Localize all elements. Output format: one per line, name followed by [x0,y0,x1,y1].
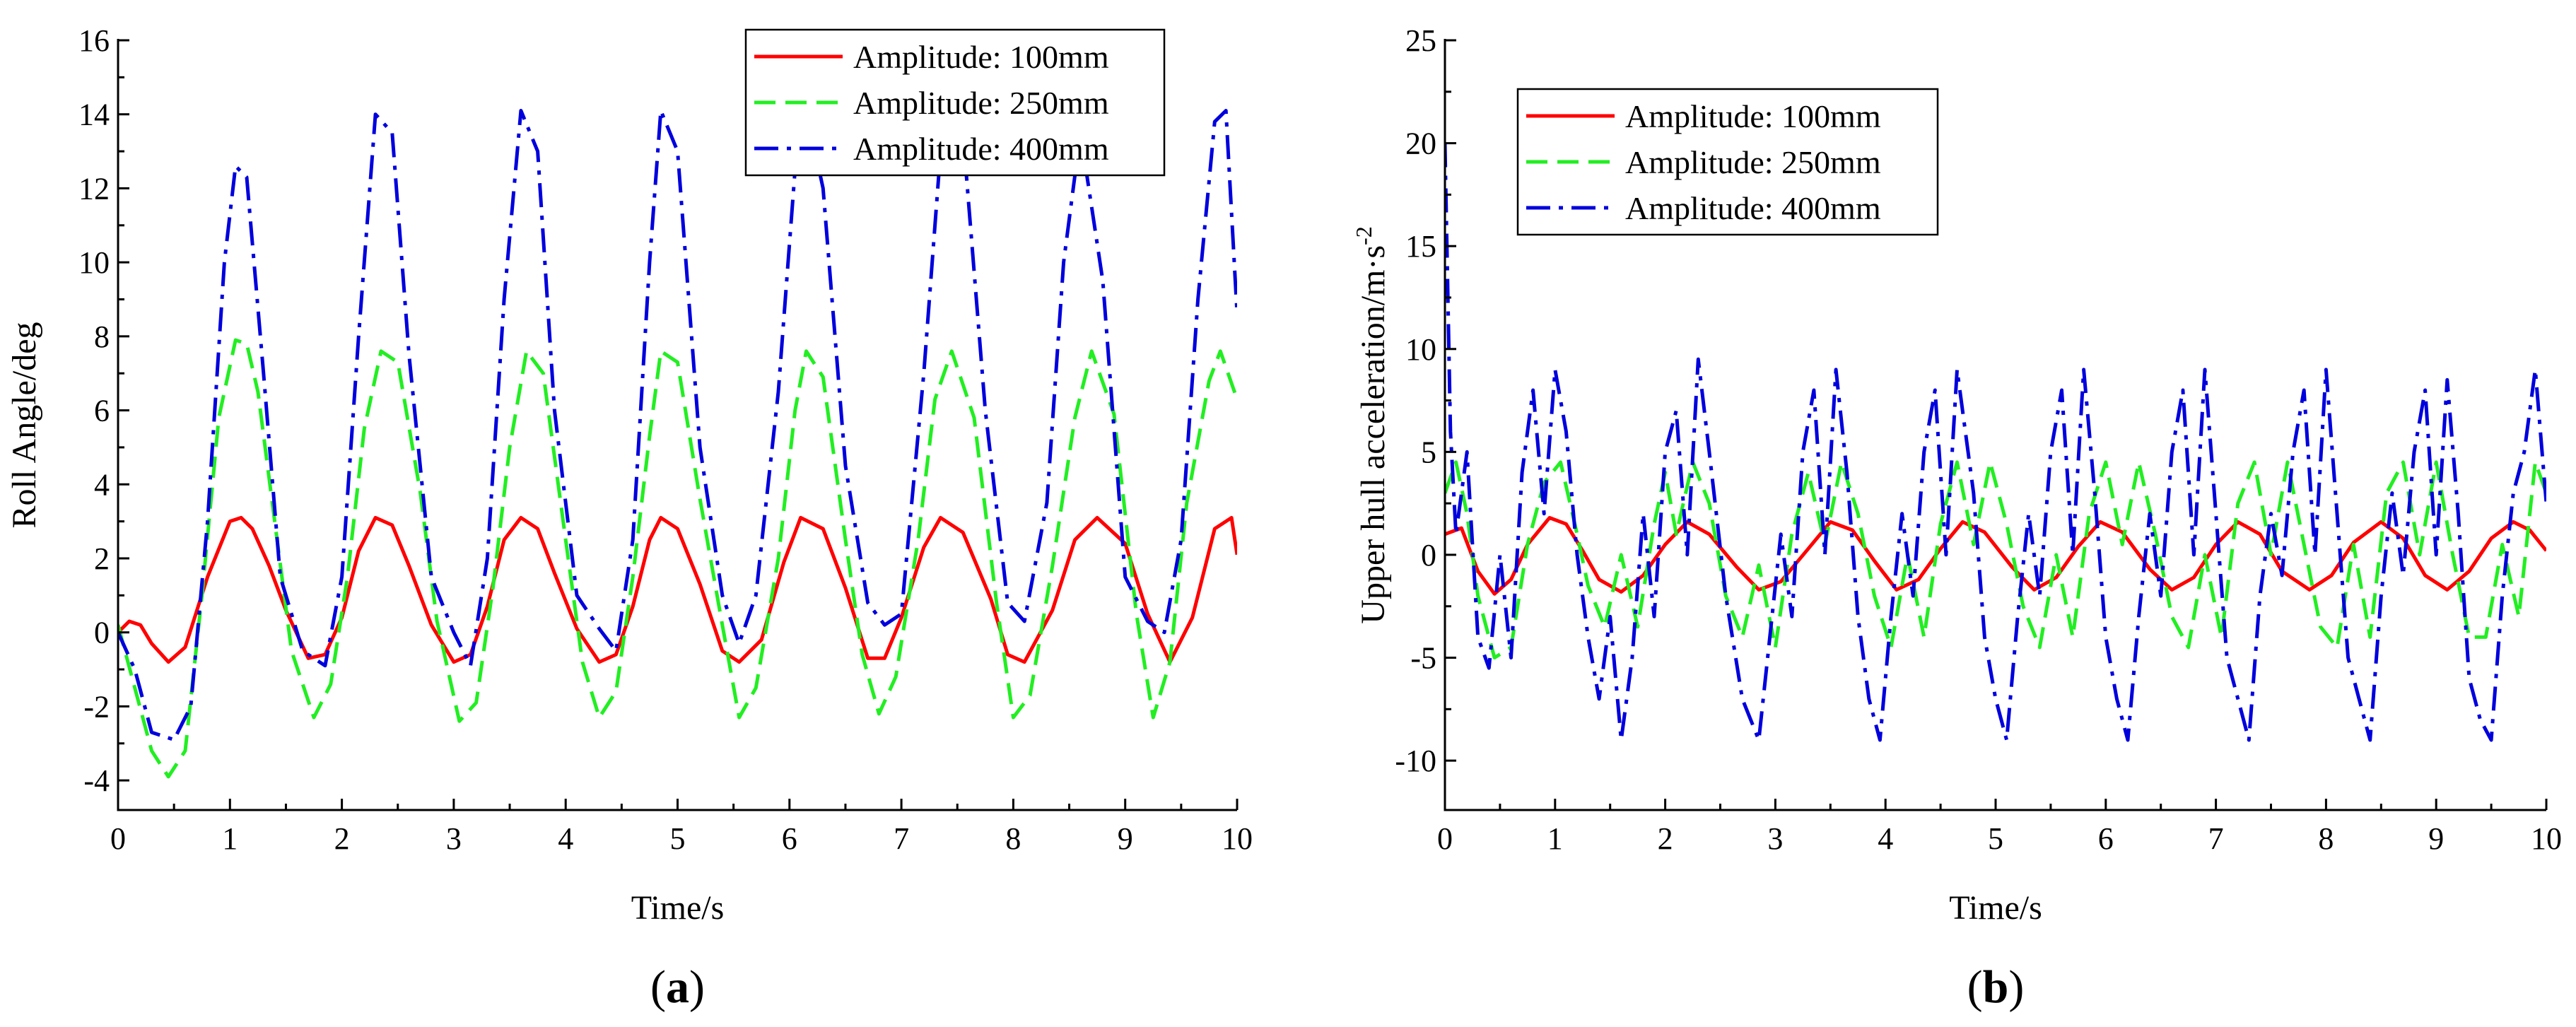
x-tick-label: 5 [1988,821,2003,856]
y-tick-label: 15 [1405,229,1436,264]
x-tick-label: 1 [1547,821,1563,856]
chart-panel-a: 0 1 2 3 4 5 6 7 8 9 10-4-20246810121416Time/sRoll … [6,23,1253,1013]
y-tick-label: -4 [83,763,110,798]
y-tick-label: -2 [83,689,110,724]
x-tick-label: 3 [1767,821,1783,856]
y-tick-label: -5 [1410,641,1436,676]
y-tick-label: 2 [94,541,110,576]
y-tick-label: 20 [1405,127,1436,161]
y-tick-label: -10 [1395,744,1436,778]
legend-label-3: Amplitude: 400mm [853,131,1109,167]
x-tick-label: 5 [670,821,686,856]
x-tick-label: 8 [2318,821,2334,856]
legend-label-2: Amplitude: 250mm [853,85,1109,121]
y-axis-label-text: Roll Angle/deg [6,322,43,529]
y-axis-label: Upper hull acceleration/m·s-2 [1351,226,1392,623]
legend-label-1: Amplitude: 100mm [853,39,1109,75]
panel-label-letter: b [1983,961,2009,1013]
x-tick-label: 7 [2208,821,2224,856]
x-tick-label: 9 [1118,821,1133,856]
x-tick-label: 8 [1005,821,1021,856]
x-tick-label: 9 [2428,821,2444,856]
x-tick-label: 6 [782,821,797,856]
legend-label-1: Amplitude: 100mm [1625,98,1881,134]
y-tick-label: 16 [78,23,110,58]
x-axis-label: Time/s [1949,889,2042,927]
y-tick-label: 4 [94,467,110,502]
y-tick-label: 25 [1405,23,1436,58]
legend: Amplitude: 100mm Amplitude: 250mm Amplitud… [1516,88,1939,236]
panel-label: (a) [650,961,705,1013]
series-line-2 [118,338,1237,779]
x-tick-label: 2 [334,821,350,856]
y-axis-label: Roll Angle/deg [6,322,43,529]
x-tick-label: 4 [1878,821,1893,856]
legend-box [744,28,1166,177]
y-axis-label-text: Upper hull acceleration/m·s [1354,245,1392,624]
series-group [118,109,1237,779]
chart-panel-b: 0 1 2 3 4 5 6 7 8 9 10 -10 -5 0 5 10 15 20 25 Time/s Upper h… [1351,23,2562,1013]
legend-label-2: Amplitude: 250mm [1625,144,1881,180]
x-tick-label: 10 [1222,821,1253,856]
x-tick-label: 1 [222,821,238,856]
x-axis-label: Time/s [631,889,725,927]
series-line-3 [118,109,1237,741]
x-tick-label: 2 [1658,821,1673,856]
panel-label: (b) [1967,961,2025,1013]
x-tick-label: 10 [2531,821,2562,856]
y-tick-label: 12 [78,171,110,206]
x-tick-label: 0 [1437,821,1453,856]
y-tick-label: 14 [78,98,110,132]
legend-label-3: Amplitude: 400mm [1625,190,1881,226]
x-tick-label: 4 [558,821,573,856]
y-tick-label: 10 [78,245,110,280]
legend-box [1516,88,1939,236]
series-group [1445,143,2546,742]
y-tick-label: 0 [1421,538,1436,573]
x-tick-label: 0 [110,821,126,856]
legend: Amplitude: 100mm Amplitude: 250mm Amplitud… [744,28,1166,177]
panel-label-letter: a [666,961,689,1013]
y-tick-label: 5 [1421,435,1436,469]
series-line-3 [1445,143,2546,742]
series-line-1 [1445,516,2546,596]
y-tick-label: 10 [1405,332,1436,367]
series-line-2 [1445,460,2546,659]
y-tick-label: 8 [94,319,110,354]
y-tick-label: 0 [94,616,110,650]
x-tick-label: 3 [446,821,462,856]
y-axis-label-superscript: -2 [1351,226,1376,245]
x-tick-label: 7 [894,821,909,856]
series-line-1 [118,515,1237,664]
y-tick-label: 6 [94,394,110,428]
x-tick-label: 6 [2098,821,2114,856]
